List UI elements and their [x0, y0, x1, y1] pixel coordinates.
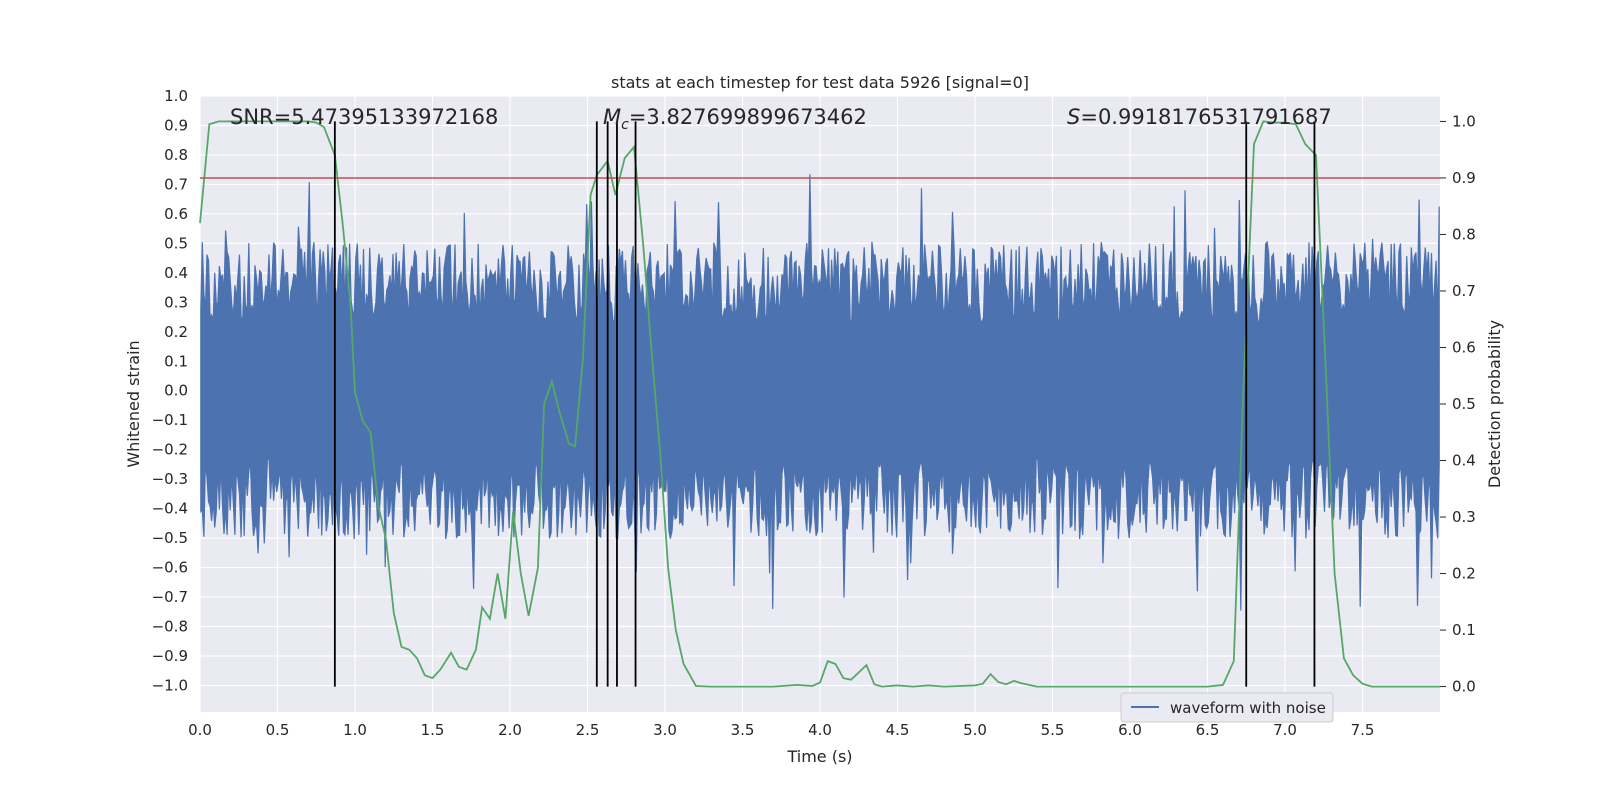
y-tick-label: −0.4: [152, 500, 188, 518]
waveform-series: [200, 174, 1440, 611]
mc-value: =3.827699899673462: [629, 105, 867, 129]
x-tick-label: 4.0: [808, 721, 832, 739]
s-symbol: S: [1067, 105, 1080, 129]
y-tick-label: −0.8: [152, 618, 188, 636]
legend: waveform with noise: [1120, 692, 1334, 723]
y-tick-label: 0.5: [164, 234, 188, 252]
legend-label: waveform with noise: [1170, 699, 1326, 717]
x-tick-label: 7.5: [1351, 721, 1375, 739]
y-tick-label: −0.1: [152, 411, 188, 429]
x-tick-label: 1.0: [343, 721, 367, 739]
y2-tick-label: 0.2: [1452, 565, 1476, 583]
y-tick-label: −0.7: [152, 588, 188, 606]
x-tick-label: 2.5: [576, 721, 600, 739]
x-axis-ticks: 0.0 0.5 1.0 1.5 2.0 2.5 3.0 3.5 4.0 4.5 5.0 5.5 6.0 6…: [188, 721, 1374, 739]
y-tick-label: −1.0: [152, 676, 188, 694]
x-tick-label: 1.5: [421, 721, 445, 739]
x-tick-label: 0.0: [188, 721, 212, 739]
y-tick-label: 0.1: [164, 352, 188, 370]
x-tick-label: 6.5: [1196, 721, 1220, 739]
y-tick-label: 0.4: [164, 264, 188, 282]
y2-tick-label: 0.7: [1452, 282, 1476, 300]
y-axis-label: Whitened strain: [124, 340, 143, 467]
probability-series: [199, 120, 1440, 688]
x-tick-label: 0.5: [266, 721, 290, 739]
y2-tick-label: 0.9: [1452, 169, 1476, 187]
probability-curve: [199, 120, 1440, 688]
mc-subscript: c: [621, 117, 629, 133]
y2-tick-label: 0.0: [1452, 678, 1476, 696]
x-tick-label: 4.5: [886, 721, 910, 739]
y2-axis-label: Detection probability: [1485, 320, 1504, 488]
y-tick-label: 0.9: [164, 116, 188, 134]
x-tick-label: 3.0: [653, 721, 677, 739]
y-tick-label: −0.3: [152, 470, 188, 488]
s-annotation: S=0.9918176531791687: [1067, 105, 1332, 129]
x-tick-label: 5.0: [963, 721, 987, 739]
x-tick-label: 2.0: [498, 721, 522, 739]
y-tick-label: −0.2: [152, 441, 188, 459]
y-tick-label: −0.6: [152, 559, 188, 577]
y2-tick-label: 1.0: [1452, 112, 1476, 130]
y-tick-label: 0.2: [164, 323, 188, 341]
y-tick-label: 1.0: [164, 87, 188, 105]
y-tick-label: −0.9: [152, 647, 188, 665]
y2-axis-ticks: 1.0 0.9 0.8 0.7 0.6 0.5 0.4 0.3 0.2 0.1 0.0: [1440, 112, 1476, 696]
y-tick-label: 0.3: [164, 293, 188, 311]
y-tick-label: 0.0: [164, 382, 188, 400]
y2-tick-label: 0.1: [1452, 621, 1476, 639]
y-tick-label: −0.5: [152, 529, 188, 547]
snr-annotation: SNR=5.47395133972168: [230, 105, 498, 129]
vertical-markers: [333, 121, 1316, 687]
x-tick-label: 7.0: [1273, 721, 1297, 739]
y-axis-ticks: 1.0 0.9 0.8 0.7 0.6 0.5 0.4 0.3 0.2 0.1 0.0 −0.1 −0.…: [152, 87, 188, 694]
y2-tick-label: 0.5: [1452, 395, 1476, 413]
mc-annotation: Mc=3.827699899673462: [603, 105, 867, 133]
waveform-band: [200, 174, 1440, 611]
x-tick-label: 5.5: [1041, 721, 1065, 739]
y2-tick-label: 0.4: [1452, 452, 1476, 470]
x-axis-label: Time (s): [786, 747, 852, 766]
x-tick-label: 6.0: [1118, 721, 1142, 739]
y-tick-label: 0.8: [164, 146, 188, 164]
x-tick-label: 3.5: [731, 721, 755, 739]
y2-tick-label: 0.8: [1452, 225, 1476, 243]
y2-tick-label: 0.3: [1452, 508, 1476, 526]
y2-tick-label: 0.6: [1452, 338, 1476, 356]
y-tick-label: 0.6: [164, 205, 188, 223]
chart-title: stats at each timestep for test data 592…: [611, 73, 1029, 92]
legend-box: [1120, 692, 1334, 723]
y-tick-label: 0.7: [164, 175, 188, 193]
mc-symbol: M: [603, 105, 621, 129]
s-value: =0.9918176531791687: [1080, 105, 1331, 129]
